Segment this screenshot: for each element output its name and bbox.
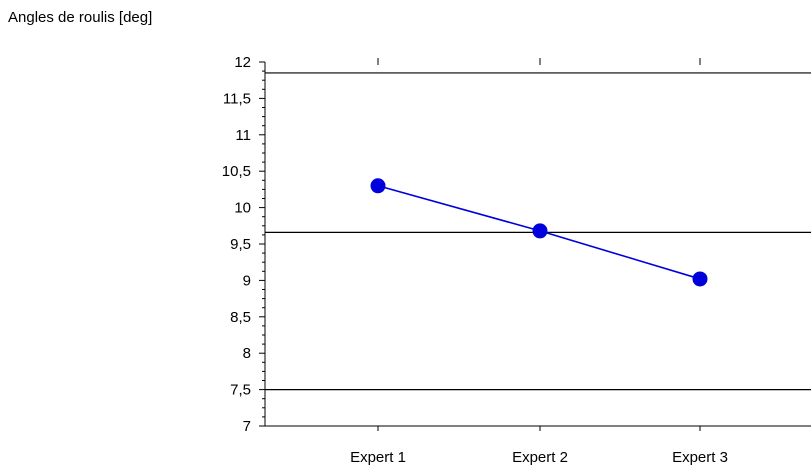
data-point [692, 271, 708, 287]
y-tick-label: 8 [243, 345, 251, 362]
data-point [532, 223, 548, 239]
x-tick-label: Expert 1 [350, 449, 406, 466]
y-tick-label: 10 [234, 200, 251, 217]
y-tick-label: 10,5 [222, 163, 251, 180]
y-tick-label: 8,5 [230, 309, 251, 326]
y-tick-label: 11,5 [223, 90, 251, 107]
y-tick-labels: 7 7,5 8 8,5 9 9,5 10 10,5 11 11,5 12 [222, 54, 251, 435]
x-tick-label: Expert 3 [672, 449, 728, 466]
y-tick-label: 9 [243, 272, 251, 289]
data-point [370, 178, 386, 194]
y-tick-label: 11 [235, 127, 251, 144]
y-tick-label: 7,5 [230, 382, 251, 399]
x-tick-labels: Expert 1 Expert 2 Expert 3 [350, 449, 728, 466]
x-tick-label: Expert 2 [512, 449, 568, 466]
y-tick-label: 7 [243, 418, 251, 435]
y-tick-label: 9,5 [230, 236, 251, 253]
y-tick-label: 12 [234, 54, 251, 71]
data-points [370, 178, 708, 287]
chart-title: Angles de roulis [deg] [8, 9, 153, 26]
axes [259, 58, 811, 431]
